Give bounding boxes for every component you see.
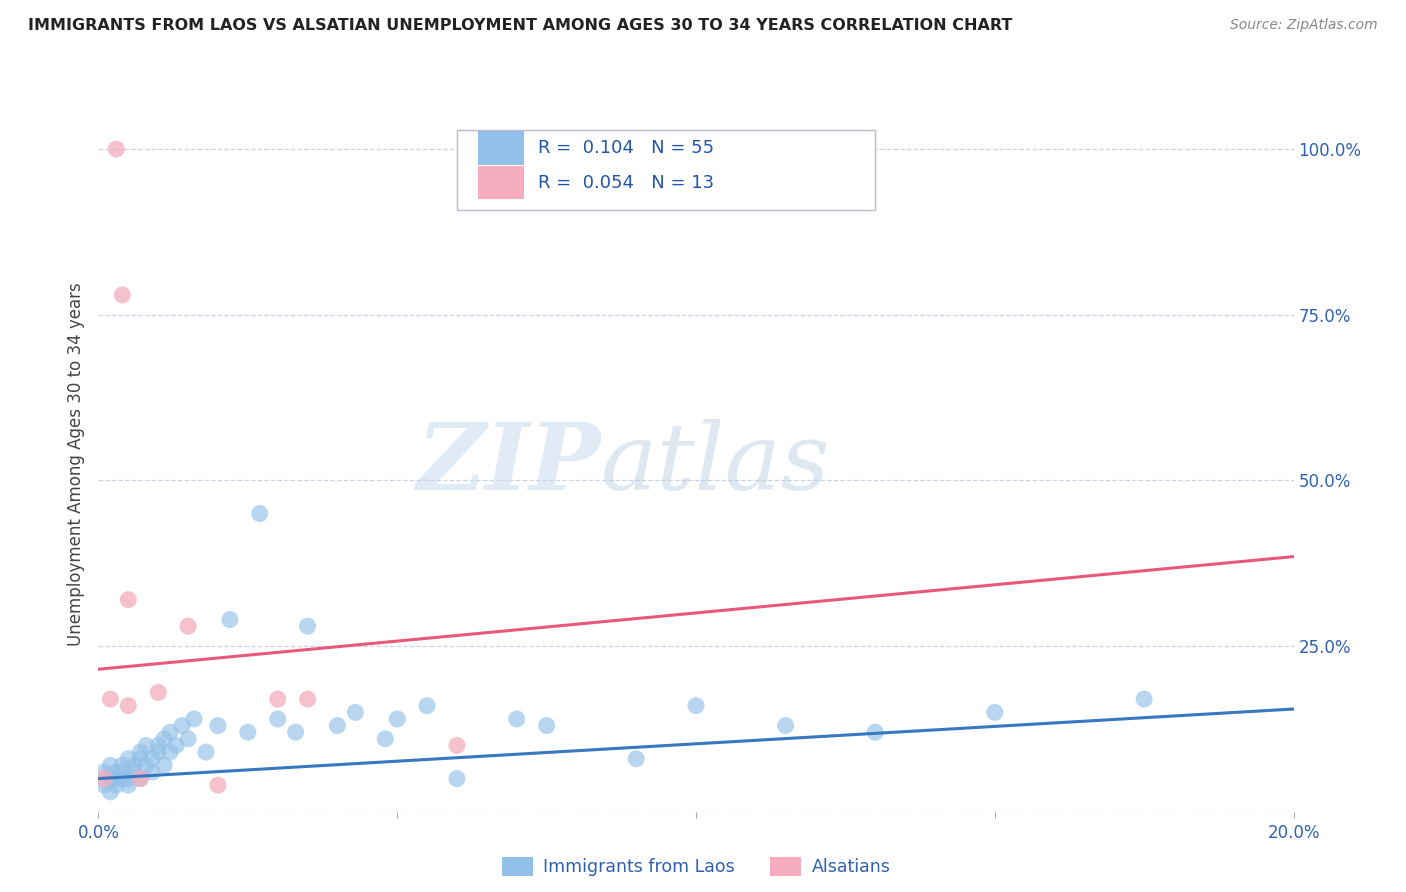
Point: [177, 731, 200, 746]
Point: [124, 758, 146, 772]
Point: [385, 712, 409, 726]
Point: [153, 758, 176, 772]
Point: [195, 745, 218, 759]
Point: [105, 764, 128, 779]
Point: [1133, 692, 1156, 706]
Point: [111, 764, 134, 779]
Text: R =  0.054   N = 13: R = 0.054 N = 13: [538, 174, 714, 192]
Point: [165, 739, 187, 753]
Point: [135, 758, 157, 772]
Point: [344, 706, 367, 720]
Point: [100, 785, 122, 799]
Point: [111, 288, 134, 302]
Point: [117, 772, 139, 786]
Point: [177, 619, 200, 633]
FancyBboxPatch shape: [478, 166, 524, 200]
Point: [111, 758, 134, 772]
Point: [117, 778, 139, 792]
Point: [326, 718, 349, 732]
Point: [117, 698, 139, 713]
Point: [141, 764, 163, 779]
Point: [141, 752, 163, 766]
Point: [446, 739, 468, 753]
Point: [374, 731, 396, 746]
Legend: Immigrants from Laos, Alsatians: Immigrants from Laos, Alsatians: [495, 850, 897, 883]
Point: [626, 752, 648, 766]
Y-axis label: Unemployment Among Ages 30 to 34 years: Unemployment Among Ages 30 to 34 years: [66, 282, 84, 646]
Point: [236, 725, 259, 739]
Text: Source: ZipAtlas.com: Source: ZipAtlas.com: [1230, 18, 1378, 32]
Point: [536, 718, 558, 732]
Point: [129, 745, 152, 759]
Point: [148, 685, 170, 699]
Point: [685, 698, 707, 713]
Text: R =  0.104   N = 55: R = 0.104 N = 55: [538, 139, 714, 157]
Point: [100, 772, 122, 786]
Point: [775, 718, 797, 732]
Point: [249, 507, 271, 521]
Point: [105, 778, 128, 792]
Point: [207, 718, 229, 732]
Point: [117, 752, 139, 766]
Point: [416, 698, 439, 713]
Point: [93, 772, 115, 786]
Point: [984, 706, 1007, 720]
Point: [135, 739, 157, 753]
Point: [183, 712, 205, 726]
Point: [506, 712, 529, 726]
Text: IMMIGRANTS FROM LAOS VS ALSATIAN UNEMPLOYMENT AMONG AGES 30 TO 34 YEARS CORRELAT: IMMIGRANTS FROM LAOS VS ALSATIAN UNEMPLO…: [28, 18, 1012, 33]
Point: [446, 772, 468, 786]
Point: [159, 745, 181, 759]
Point: [267, 712, 290, 726]
Point: [159, 725, 181, 739]
Point: [284, 725, 307, 739]
Point: [267, 692, 290, 706]
Text: ZIP: ZIP: [416, 419, 600, 508]
Point: [124, 764, 146, 779]
FancyBboxPatch shape: [457, 130, 875, 210]
Point: [129, 772, 152, 786]
Point: [148, 745, 170, 759]
Point: [297, 619, 319, 633]
Point: [105, 142, 128, 156]
Point: [865, 725, 887, 739]
Point: [93, 764, 115, 779]
Point: [111, 772, 134, 786]
Text: atlas: atlas: [600, 419, 830, 508]
Point: [100, 692, 122, 706]
Point: [100, 758, 122, 772]
FancyBboxPatch shape: [478, 131, 524, 165]
Point: [129, 752, 152, 766]
Point: [219, 613, 242, 627]
Point: [207, 778, 229, 792]
Point: [93, 778, 115, 792]
Point: [129, 772, 152, 786]
Point: [105, 772, 128, 786]
Point: [297, 692, 319, 706]
Point: [172, 718, 194, 732]
Point: [148, 739, 170, 753]
Point: [153, 731, 176, 746]
Point: [117, 592, 139, 607]
